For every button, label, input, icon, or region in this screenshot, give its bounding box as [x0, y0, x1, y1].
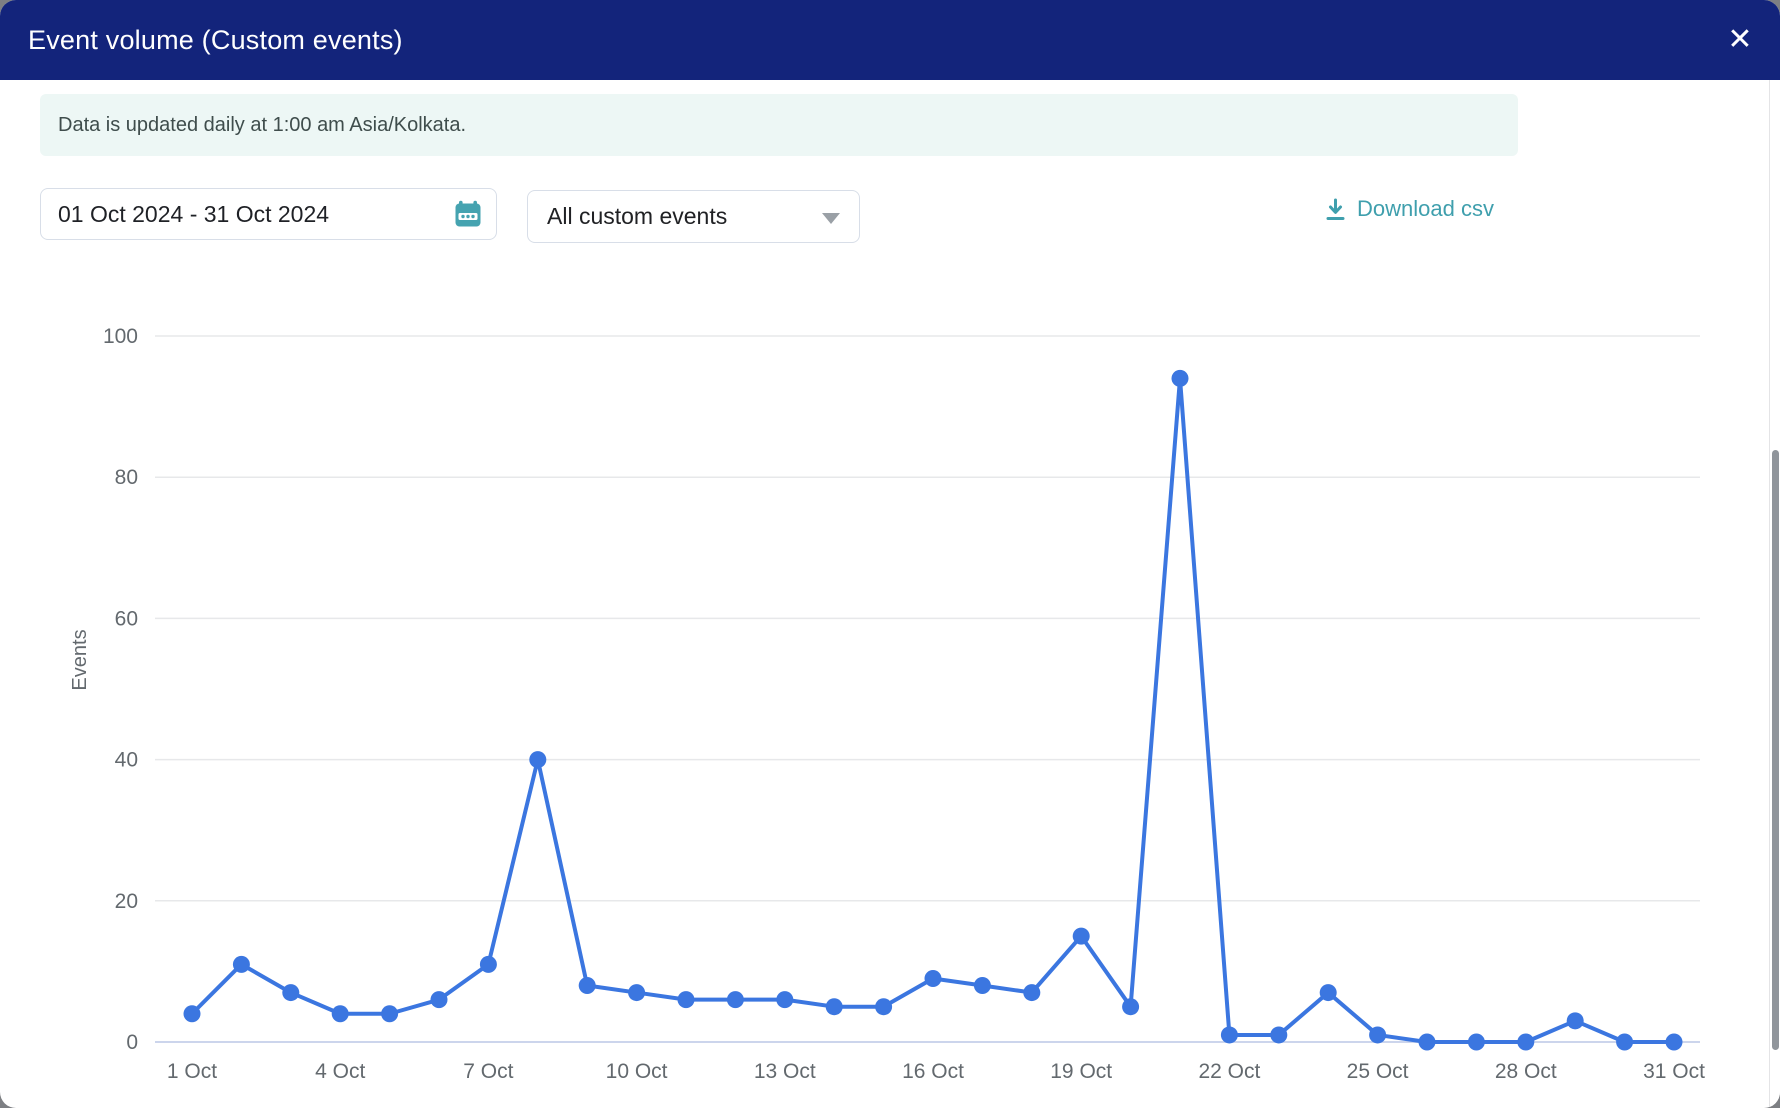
- vertical-scrollbar[interactable]: [1769, 80, 1780, 1108]
- y-axis-title: Events: [69, 629, 91, 690]
- chevron-down-icon: [822, 213, 840, 224]
- x-tick-label: 19 Oct: [1050, 1060, 1112, 1083]
- data-point[interactable]: [1467, 1033, 1485, 1051]
- calendar-icon: [455, 200, 481, 227]
- x-tick-label: 22 Oct: [1198, 1060, 1260, 1083]
- data-point[interactable]: [479, 955, 497, 973]
- y-tick-label: 40: [115, 749, 138, 772]
- x-tick-label: 28 Oct: [1495, 1060, 1557, 1083]
- data-point[interactable]: [1220, 1026, 1238, 1044]
- x-tick-label: 1 Oct: [167, 1060, 217, 1083]
- x-tick-label: 7 Oct: [463, 1060, 513, 1083]
- info-banner: Data is updated daily at 1:00 am Asia/Ko…: [40, 94, 1518, 156]
- x-tick-label: 4 Oct: [315, 1060, 365, 1083]
- modal-header: Event volume (Custom events) ✕: [0, 0, 1780, 80]
- data-point[interactable]: [430, 991, 448, 1009]
- data-point[interactable]: [726, 991, 744, 1009]
- data-point[interactable]: [628, 984, 646, 1002]
- y-tick-label: 0: [126, 1031, 138, 1054]
- download-csv-label: Download csv: [1357, 196, 1494, 221]
- data-point[interactable]: [282, 984, 300, 1002]
- data-point[interactable]: [924, 969, 942, 987]
- close-icon[interactable]: ✕: [1716, 0, 1764, 80]
- event-volume-chart: 0 20 40 60 80 100 Events 1 Oct 4 Oct 7 Oct 10 Oct 1…: [0, 270, 1780, 1108]
- y-tick-label: 60: [115, 607, 138, 630]
- data-point[interactable]: [825, 998, 843, 1016]
- data-point[interactable]: [331, 1005, 349, 1023]
- data-point[interactable]: [529, 751, 547, 769]
- download-icon: [1326, 198, 1345, 220]
- data-point[interactable]: [1566, 1012, 1584, 1030]
- data-point[interactable]: [1270, 1026, 1288, 1044]
- scrollbar-thumb[interactable]: [1772, 450, 1779, 1050]
- x-tick-label: 16 Oct: [902, 1060, 964, 1083]
- x-tick-label: 31 Oct: [1643, 1060, 1705, 1083]
- modal-title: Event volume (Custom events): [28, 25, 403, 55]
- x-tick-label: 10 Oct: [606, 1060, 668, 1083]
- data-point[interactable]: [1369, 1026, 1387, 1044]
- data-point[interactable]: [183, 1005, 201, 1023]
- line-chart-svg: 0 20 40 60 80 100 Events 1 Oct 4 Oct 7 Oct 10 Oct 1…: [69, 325, 1705, 1083]
- data-point[interactable]: [1616, 1033, 1634, 1051]
- info-banner-text: Data is updated daily at 1:00 am Asia/Ko…: [58, 114, 467, 136]
- data-point[interactable]: [677, 991, 695, 1009]
- y-tick-label: 80: [115, 466, 138, 489]
- y-tick-label: 100: [103, 325, 138, 348]
- data-point[interactable]: [1665, 1033, 1683, 1051]
- event-filter-value: All custom events: [547, 203, 728, 229]
- data-point[interactable]: [1072, 927, 1090, 945]
- data-point[interactable]: [578, 977, 596, 995]
- event-filter-dropdown[interactable]: All custom events: [527, 190, 860, 243]
- download-csv-button[interactable]: Download csv: [1318, 195, 1500, 223]
- x-tick-label: 13 Oct: [754, 1060, 816, 1083]
- data-point[interactable]: [1517, 1033, 1535, 1051]
- data-point[interactable]: [1319, 984, 1337, 1002]
- data-point[interactable]: [875, 998, 893, 1016]
- data-point[interactable]: [381, 1005, 399, 1023]
- data-point[interactable]: [776, 991, 794, 1009]
- data-point[interactable]: [1171, 369, 1189, 387]
- data-point[interactable]: [232, 955, 250, 973]
- data-point[interactable]: [1023, 984, 1041, 1002]
- x-tick-label: 25 Oct: [1347, 1060, 1409, 1083]
- data-point[interactable]: [1418, 1033, 1436, 1051]
- date-range-picker[interactable]: [40, 188, 497, 240]
- date-range-input[interactable]: [41, 189, 458, 239]
- y-tick-label: 20: [115, 890, 138, 913]
- data-point[interactable]: [1122, 998, 1140, 1016]
- data-point[interactable]: [973, 977, 991, 995]
